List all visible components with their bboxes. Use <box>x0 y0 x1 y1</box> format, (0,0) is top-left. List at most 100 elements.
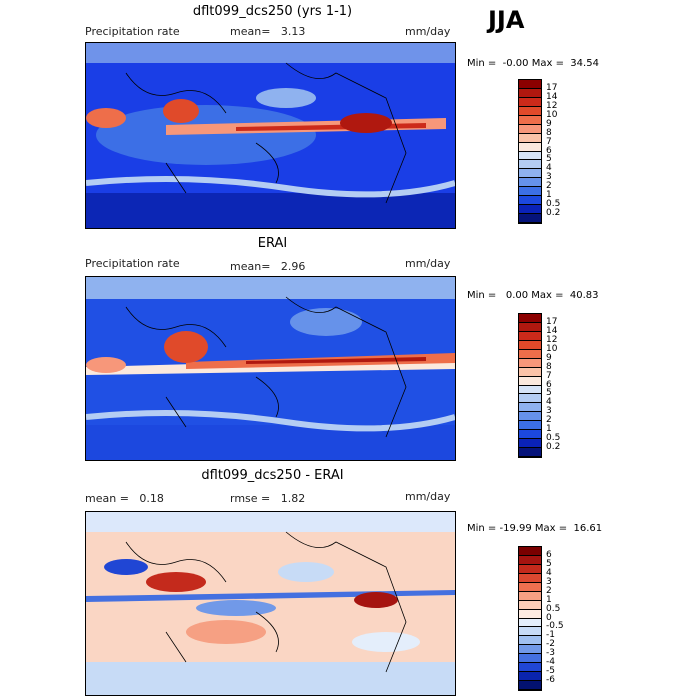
colorbar-box <box>519 591 541 601</box>
colorbar-tick-label: 10 <box>546 343 558 354</box>
panel-1-minmax: Min = -0.00 Max = 34.54 <box>467 58 599 69</box>
panel-1-variable-label: Precipitation rate <box>85 25 180 38</box>
colorbar-box <box>519 205 541 215</box>
panel-2-unit-label: mm/day <box>405 257 451 270</box>
panel-2-minmax: Min = 0.00 Max = 40.83 <box>467 290 599 301</box>
panel-1-unit-label: mm/day <box>405 25 451 38</box>
panel-2-title: ERAI <box>257 236 288 251</box>
colorbar-tick-label: 17 <box>546 316 558 327</box>
panel-2-mean-label: mean= 2.96 <box>230 260 306 273</box>
colorbar-tick-label: 6 <box>546 145 552 156</box>
colorbar-box <box>519 142 541 152</box>
colorbar-box <box>519 178 541 188</box>
colorbar-tick-label: 1 <box>546 190 552 201</box>
colorbar-box <box>519 187 541 197</box>
colorbar-tick-label: 0.2 <box>546 208 561 219</box>
colorbar-box <box>519 439 541 449</box>
colorbar-box <box>519 151 541 161</box>
colorbar-box <box>519 645 541 655</box>
panel-1-mean-label: mean= 3.13 <box>230 25 306 38</box>
colorbar-box <box>519 314 541 323</box>
colorbar-box <box>519 106 541 116</box>
panel-3-mean-label: mean = 0.18 <box>85 492 164 505</box>
panel-1-colorbar <box>518 79 542 224</box>
colorbar-box <box>519 196 541 206</box>
colorbar-tick-label: 8 <box>546 361 552 372</box>
colorbar-box <box>519 681 541 690</box>
colorbar-tick-label: -4 <box>546 657 555 668</box>
colorbar-box <box>519 214 541 223</box>
colorbar-box <box>519 160 541 170</box>
colorbar-box <box>519 367 541 377</box>
colorbar-tick-label: 7 <box>546 136 552 147</box>
colorbar-box <box>519 88 541 98</box>
colorbar-tick-label: 1 <box>546 594 552 605</box>
colorbar-box <box>519 376 541 386</box>
colorbar-tick-label: 5 <box>546 154 552 165</box>
panel-2-map <box>85 276 456 461</box>
colorbar-tick-label: -2 <box>546 639 555 650</box>
panel-1-map <box>85 42 456 229</box>
panel-1-title: dflt099_dcs250 (yrs 1-1) <box>192 4 353 19</box>
colorbar-tick-label: 2 <box>546 181 552 192</box>
colorbar-box <box>519 80 541 89</box>
colorbar-box <box>519 421 541 431</box>
panel-3-minmax: Min = -19.99 Max = 16.61 <box>467 523 603 534</box>
colorbar-box <box>519 340 541 350</box>
colorbar-box <box>519 609 541 619</box>
colorbar-tick-label: 6 <box>546 379 552 390</box>
colorbar-box <box>519 394 541 404</box>
colorbar-box <box>519 636 541 646</box>
colorbar-box <box>519 349 541 359</box>
colorbar-box <box>519 627 541 637</box>
colorbar-tick-label: 5 <box>546 558 552 569</box>
season-label: JJA <box>488 6 525 34</box>
colorbar-tick-label: 8 <box>546 127 552 138</box>
colorbar-tick-label: 14 <box>546 325 558 336</box>
colorbar-tick-label: -1 <box>546 630 555 641</box>
colorbar-tick-label: 2 <box>546 585 552 596</box>
colorbar-tick-label: 9 <box>546 118 552 129</box>
colorbar-box <box>519 600 541 610</box>
colorbar-box <box>519 663 541 673</box>
colorbar-tick-label: 5 <box>546 388 552 399</box>
colorbar-tick-label: -0.5 <box>546 621 564 632</box>
colorbar-tick-label: 0.5 <box>546 603 561 614</box>
colorbar-box <box>519 403 541 413</box>
colorbar-tick-label: -5 <box>546 666 555 677</box>
colorbar-box <box>519 555 541 565</box>
colorbar-tick-label: 0.5 <box>546 199 561 210</box>
panel-3-rmse-label: rmse = 1.82 <box>230 492 306 505</box>
colorbar-box <box>519 331 541 341</box>
colorbar-box <box>519 133 541 143</box>
colorbar-tick-label: 3 <box>546 406 552 417</box>
colorbar-tick-label: 12 <box>546 100 558 111</box>
colorbar-tick-label: -6 <box>546 675 555 686</box>
colorbar-tick-label: 12 <box>546 334 558 345</box>
colorbar-box <box>519 322 541 332</box>
colorbar-tick-label: 7 <box>546 370 552 381</box>
panel-3-colorbar <box>518 546 542 691</box>
colorbar-tick-label: 3 <box>546 576 552 587</box>
colorbar-tick-label: 1 <box>546 424 552 435</box>
colorbar-box <box>519 430 541 440</box>
colorbar-tick-label: 17 <box>546 82 558 93</box>
panel-2-variable-label: Precipitation rate <box>85 257 180 270</box>
colorbar-box <box>519 412 541 422</box>
colorbar-box <box>519 582 541 592</box>
colorbar-tick-label: 9 <box>546 352 552 363</box>
colorbar-tick-label: 0.5 <box>546 433 561 444</box>
panel-3-unit-label: mm/day <box>405 490 451 503</box>
colorbar-box <box>519 547 541 556</box>
colorbar-tick-label: -3 <box>546 648 555 659</box>
colorbar-box <box>519 169 541 179</box>
colorbar-box <box>519 358 541 368</box>
colorbar-tick-label: 3 <box>546 172 552 183</box>
colorbar-tick-label: 14 <box>546 91 558 102</box>
colorbar-box <box>519 115 541 125</box>
colorbar-tick-label: 4 <box>546 397 552 408</box>
panel-3-title: dflt099_dcs250 - ERAI <box>201 468 344 483</box>
colorbar-box <box>519 654 541 664</box>
colorbar-tick-label: 4 <box>546 163 552 174</box>
colorbar-tick-label: 4 <box>546 567 552 578</box>
